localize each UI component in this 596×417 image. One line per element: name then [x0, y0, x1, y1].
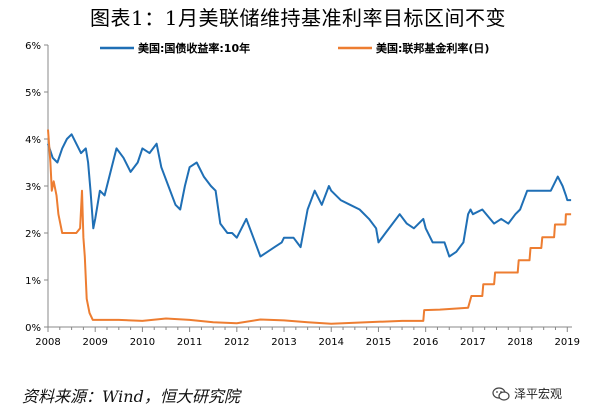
legend-label: 美国:联邦基金利率(日) — [376, 41, 489, 55]
treasury-10y-line — [47, 133, 572, 258]
y-tick-label: 1% — [25, 276, 41, 287]
x-tick-label: 2012 — [224, 337, 249, 348]
chart-legend: 美国:国债收益率:10年 美国:联邦基金利率(日) — [100, 41, 489, 55]
line-chart: 0% 1% 2% 3% 4% 5% 6% 2008 2009 2010 2011 2012 2013 20… — [25, 41, 580, 348]
x-tick-label: 2009 — [82, 337, 107, 348]
source-note: 资料来源：Wind，恒大研究院 — [22, 387, 240, 406]
x-tick-label: 2016 — [413, 337, 438, 348]
x-tick-label: 2010 — [130, 337, 155, 348]
watermark: 泽平宏观 — [492, 385, 562, 402]
x-tick-label: 2019 — [555, 337, 580, 348]
wechat-icon — [492, 386, 510, 401]
x-tick-label: 2014 — [319, 337, 344, 348]
x-tick-label: 2011 — [177, 337, 202, 348]
y-tick-label: 4% — [25, 135, 41, 146]
plot-area — [47, 129, 572, 325]
y-tick-label: 2% — [25, 229, 41, 240]
chart-axes: 0% 1% 2% 3% 4% 5% 6% 2008 2009 2010 2011 2012 2013 20… — [25, 41, 580, 348]
y-tick-label: 3% — [25, 182, 41, 193]
y-tick-label: 5% — [25, 88, 41, 99]
legend-label: 美国:国债收益率:10年 — [138, 41, 250, 55]
x-tick-label: 2017 — [460, 337, 485, 348]
x-tick-label: 2008 — [35, 337, 60, 348]
fed-funds-line — [47, 129, 572, 325]
x-tick-label: 2018 — [507, 337, 532, 348]
watermark-text: 泽平宏观 — [514, 387, 563, 401]
x-tick-label: 2015 — [366, 337, 391, 348]
chart-title: 图表1：1月美联储维持基准利率目标区间不变 — [90, 6, 506, 30]
y-tick-label: 6% — [25, 41, 41, 52]
x-tick-label: 2013 — [271, 337, 296, 348]
y-tick-label: 0% — [25, 323, 41, 334]
